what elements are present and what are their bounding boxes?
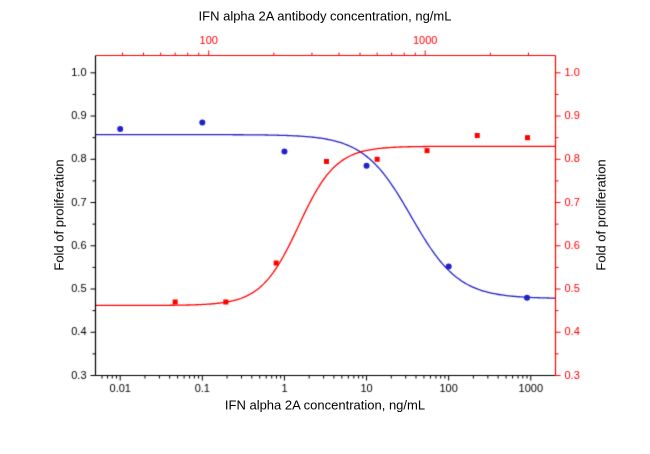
bottom-axis-title: IFN alpha 2A concentration, ng/mL: [224, 397, 426, 413]
right-axis-title: Fold of proliferation: [593, 159, 609, 271]
top-axis-title: IFN alpha 2A antibody concentration, ng/…: [198, 8, 452, 24]
left-axis-title: Fold of proliferation: [51, 159, 67, 271]
